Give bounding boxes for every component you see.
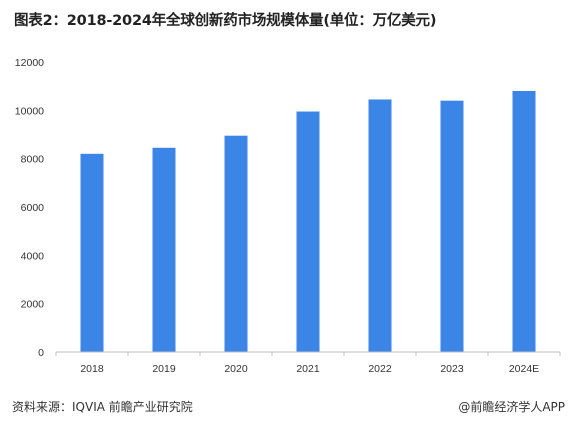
credit-note: @前瞻经济学人APP — [458, 400, 565, 414]
y-tick-label: 10000 — [15, 105, 44, 117]
x-tick-label: 2024E — [509, 363, 539, 375]
bar-2024E — [512, 91, 536, 352]
x-tick-label: 2021 — [296, 363, 320, 375]
y-tick-label: 2000 — [21, 299, 45, 311]
bar-2021 — [296, 111, 320, 353]
y-tick-label: 0 — [38, 347, 44, 359]
bar-2018 — [80, 153, 104, 352]
x-tick-label: 2018 — [80, 363, 104, 375]
bar-2020 — [224, 135, 248, 352]
x-tick-label: 2020 — [224, 363, 248, 375]
bar-2023 — [440, 100, 464, 353]
bar-series — [80, 91, 536, 353]
x-tick-label: 2022 — [368, 363, 392, 375]
y-tick-label: 12000 — [15, 57, 44, 69]
bar-2019 — [152, 147, 176, 352]
x-tick-label: 2019 — [152, 363, 176, 375]
y-tick-label: 6000 — [21, 202, 45, 214]
bar-2022 — [368, 99, 392, 352]
chart-title: 图表2：2018-2024年全球创新药市场规模体量(单位：万亿美元) — [14, 13, 437, 29]
source-note: 资料来源：IQVIA 前瞻产业研究院 — [12, 400, 193, 414]
y-tick-label: 4000 — [21, 250, 45, 262]
x-tick-label: 2023 — [440, 363, 464, 375]
y-axis: 0 2000 4000 6000 8000 10000 12000 — [15, 57, 44, 359]
y-tick-label: 8000 — [21, 154, 45, 166]
x-axis: 2018 2019 2020 2021 2022 2023 2024E — [55, 351, 561, 375]
